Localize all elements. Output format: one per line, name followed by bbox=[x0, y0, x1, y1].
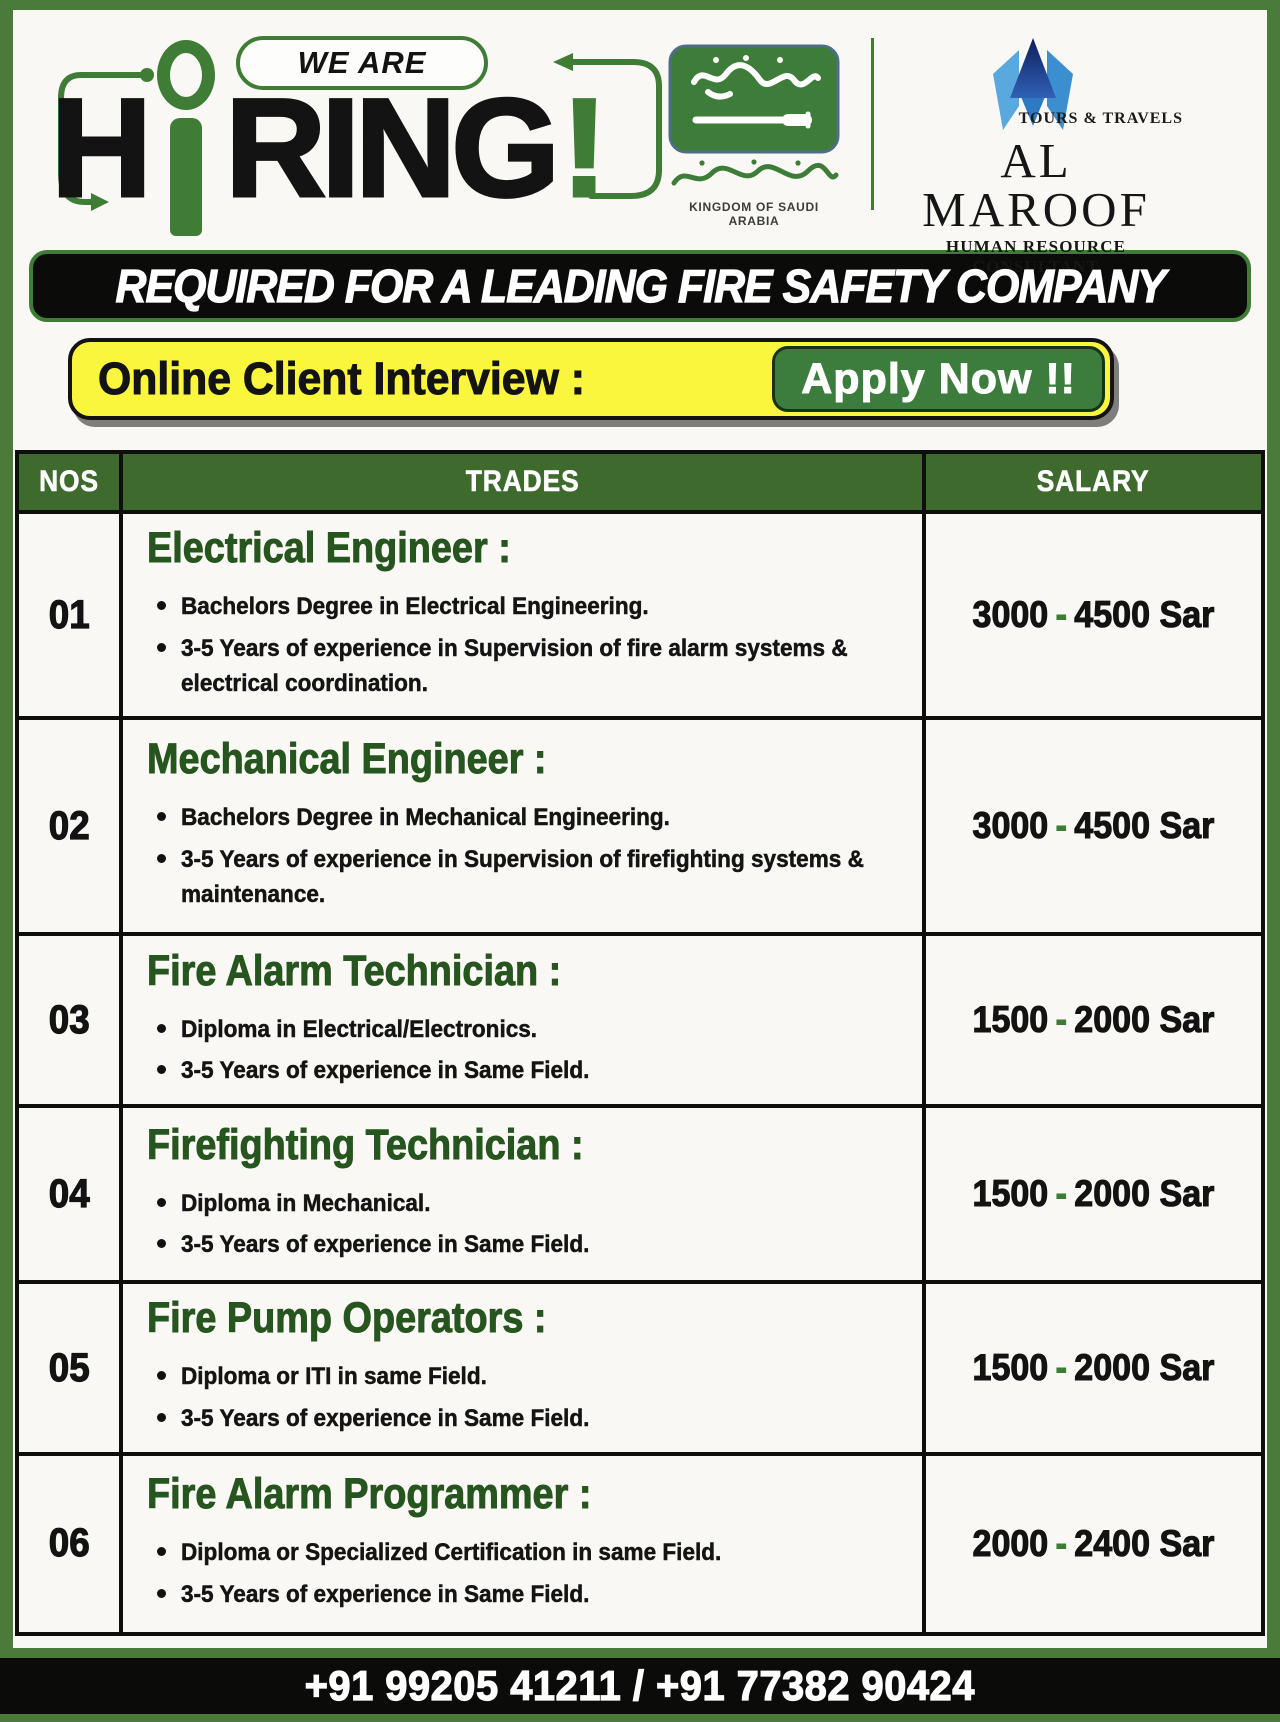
trade-title: Mechanical Engineer : bbox=[147, 735, 547, 784]
row-number: 06 bbox=[15, 1451, 123, 1636]
row-number: 03 bbox=[15, 932, 123, 1109]
salary-cell: 1500-2000 Sar bbox=[922, 1104, 1265, 1285]
bullet-dot bbox=[157, 642, 166, 652]
trade-point: Diploma in Mechanical. bbox=[147, 1187, 914, 1222]
hiring-exclamation: ! bbox=[560, 69, 610, 226]
bullet-dot bbox=[157, 1065, 166, 1075]
trade-title: Fire Pump Operators : bbox=[147, 1294, 547, 1343]
row-number: 02 bbox=[15, 716, 123, 937]
vertical-divider bbox=[871, 38, 874, 210]
we-are-badge: WE ARE bbox=[236, 36, 488, 90]
almaroof-triangles-icon bbox=[993, 38, 1073, 130]
arabic-calligraphy-icon bbox=[671, 159, 839, 186]
saudi-arabia-flag-icon bbox=[668, 44, 840, 154]
trade-point: 3-5 Years of experience in Supervision o… bbox=[147, 632, 914, 702]
trade-point: Diploma in Electrical/Electronics. bbox=[147, 1013, 914, 1048]
bullet-dot bbox=[157, 812, 166, 822]
trade-title: Fire Alarm Technician : bbox=[147, 946, 562, 995]
hiring-word-end: RING bbox=[224, 69, 562, 226]
person-body-bar bbox=[170, 118, 203, 236]
trade-point: Diploma or Specialized Certification in … bbox=[147, 1536, 914, 1571]
hiring-logo: WE ARE H RING ! bbox=[31, 22, 691, 240]
table-header-row: NOS TRADES SALARY bbox=[15, 450, 1265, 514]
almaroof-subtitle: HUMAN RESOURCE CONSULTANT bbox=[945, 237, 1127, 276]
bullet-dot bbox=[157, 601, 166, 610]
table-row: 06 Fire Alarm Programmer : Diploma or Sp… bbox=[15, 1451, 1265, 1636]
trade-point: Bachelors Degree in Electrical Engineeri… bbox=[147, 590, 914, 625]
row-number: 01 bbox=[15, 509, 123, 721]
bullet-dot bbox=[157, 1588, 166, 1598]
trade-point: 3-5 Years of experience in Supervision o… bbox=[147, 843, 914, 913]
hiring-word: H RING ! bbox=[49, 40, 610, 238]
trade-point: 3-5 Years of experience in Same Field. bbox=[147, 1054, 914, 1089]
table-row: 02 Mechanical Engineer : Bachelors Degre… bbox=[15, 716, 1265, 937]
person-head-ring bbox=[157, 40, 216, 110]
salary-cell: 2000-2400 Sar bbox=[922, 1451, 1265, 1636]
tours-travels-label: TOURS & TRAVELS bbox=[1018, 110, 1183, 127]
we-are-label: WE ARE bbox=[297, 45, 427, 80]
trade-point: Bachelors Degree in Mechanical Engineeri… bbox=[147, 801, 914, 836]
trade-title: Fire Alarm Programmer : bbox=[147, 1470, 592, 1519]
bullet-dot bbox=[157, 1023, 166, 1033]
header: WE ARE H RING ! bbox=[13, 10, 1267, 276]
jobs-table: NOS TRADES SALARY 01 Electrical Engineer… bbox=[15, 450, 1265, 1636]
col-header-trades: TRADES bbox=[119, 450, 926, 514]
trade-point: 3-5 Years of experience in Same Field. bbox=[147, 1228, 914, 1263]
trade-point: 3-5 Years of experience in Same Field. bbox=[147, 1578, 914, 1613]
trade-title: Electrical Engineer : bbox=[147, 524, 512, 573]
salary-cell: 1500-2000 Sar bbox=[922, 1280, 1265, 1456]
trade-cell: Fire Alarm Programmer : Diploma or Speci… bbox=[119, 1451, 926, 1636]
table-row: 04 Firefighting Technician : Diploma in … bbox=[15, 1104, 1265, 1285]
bullet-dot bbox=[157, 853, 166, 863]
trade-cell: Fire Alarm Technician : Diploma in Elect… bbox=[119, 932, 926, 1109]
table-row: 03 Fire Alarm Technician : Diploma in El… bbox=[15, 932, 1265, 1109]
salary-cell: 1500-2000 Sar bbox=[922, 932, 1265, 1109]
trade-cell: Mechanical Engineer : Bachelors Degree i… bbox=[119, 716, 926, 937]
bullet-dot bbox=[157, 1239, 166, 1249]
row-number: 04 bbox=[15, 1104, 123, 1285]
trade-cell: Firefighting Technician : Diploma in Mec… bbox=[119, 1104, 926, 1285]
bullet-dot bbox=[157, 1197, 166, 1207]
saudi-flag-block: KINGDOM OF SAUDI ARABIA bbox=[663, 44, 845, 228]
cycle-arrows-icon bbox=[58, 53, 662, 211]
col-header-salary: SALARY bbox=[922, 450, 1265, 514]
poster-body: WE ARE H RING ! bbox=[13, 10, 1267, 1648]
salary-cell: 3000-4500 Sar bbox=[922, 509, 1265, 721]
bullet-dot bbox=[157, 1547, 166, 1557]
trade-title: Firefighting Technician : bbox=[147, 1120, 584, 1169]
almaroof-name: AL MAROOF bbox=[922, 133, 1150, 237]
salary-cell: 3000-4500 Sar bbox=[922, 716, 1265, 937]
row-number: 05 bbox=[15, 1280, 123, 1456]
almaroof-logo: TOURS & TRAVELS AL MAROOF HUMAN RESOURCE… bbox=[885, 36, 1187, 277]
apply-now-button[interactable]: Apply Now !! bbox=[772, 346, 1105, 412]
bullet-dot bbox=[157, 1413, 166, 1423]
requirement-banner: REQUIRED FOR A LEADING FIRE SAFETY COMPA… bbox=[29, 250, 1251, 322]
trade-point: Diploma or ITI in same Field. bbox=[147, 1360, 914, 1395]
table-row: 05 Fire Pump Operators : Diploma or ITI … bbox=[15, 1280, 1265, 1456]
trade-cell: Electrical Engineer : Bachelors Degree i… bbox=[119, 509, 926, 721]
interview-label: Online Client Interview : bbox=[98, 353, 586, 405]
phone-numbers: +91 99205 41211 / +91 77382 90424 bbox=[304, 1661, 976, 1709]
trade-cell: Fire Pump Operators : Diploma or ITI in … bbox=[119, 1280, 926, 1456]
almaroof-emblem-row: TOURS & TRAVELS bbox=[885, 36, 1187, 134]
col-header-nos: NOS bbox=[15, 450, 123, 514]
table-row: 01 Electrical Engineer : Bachelors Degre… bbox=[15, 509, 1265, 721]
requirement-text: REQUIRED FOR A LEADING FIRE SAFETY COMPA… bbox=[115, 259, 1167, 312]
kingdom-label: KINGDOM OF SAUDI ARABIA bbox=[689, 200, 819, 228]
person-magnifier-icon bbox=[155, 40, 219, 238]
trade-point: 3-5 Years of experience in Same Field. bbox=[147, 1402, 914, 1437]
hiring-word-start: H bbox=[49, 69, 153, 226]
interview-banner: Online Client Interview : Apply Now !! bbox=[68, 338, 1114, 420]
contact-bar: +91 99205 41211 / +91 77382 90424 bbox=[0, 1658, 1280, 1714]
bullet-dot bbox=[157, 1371, 166, 1381]
